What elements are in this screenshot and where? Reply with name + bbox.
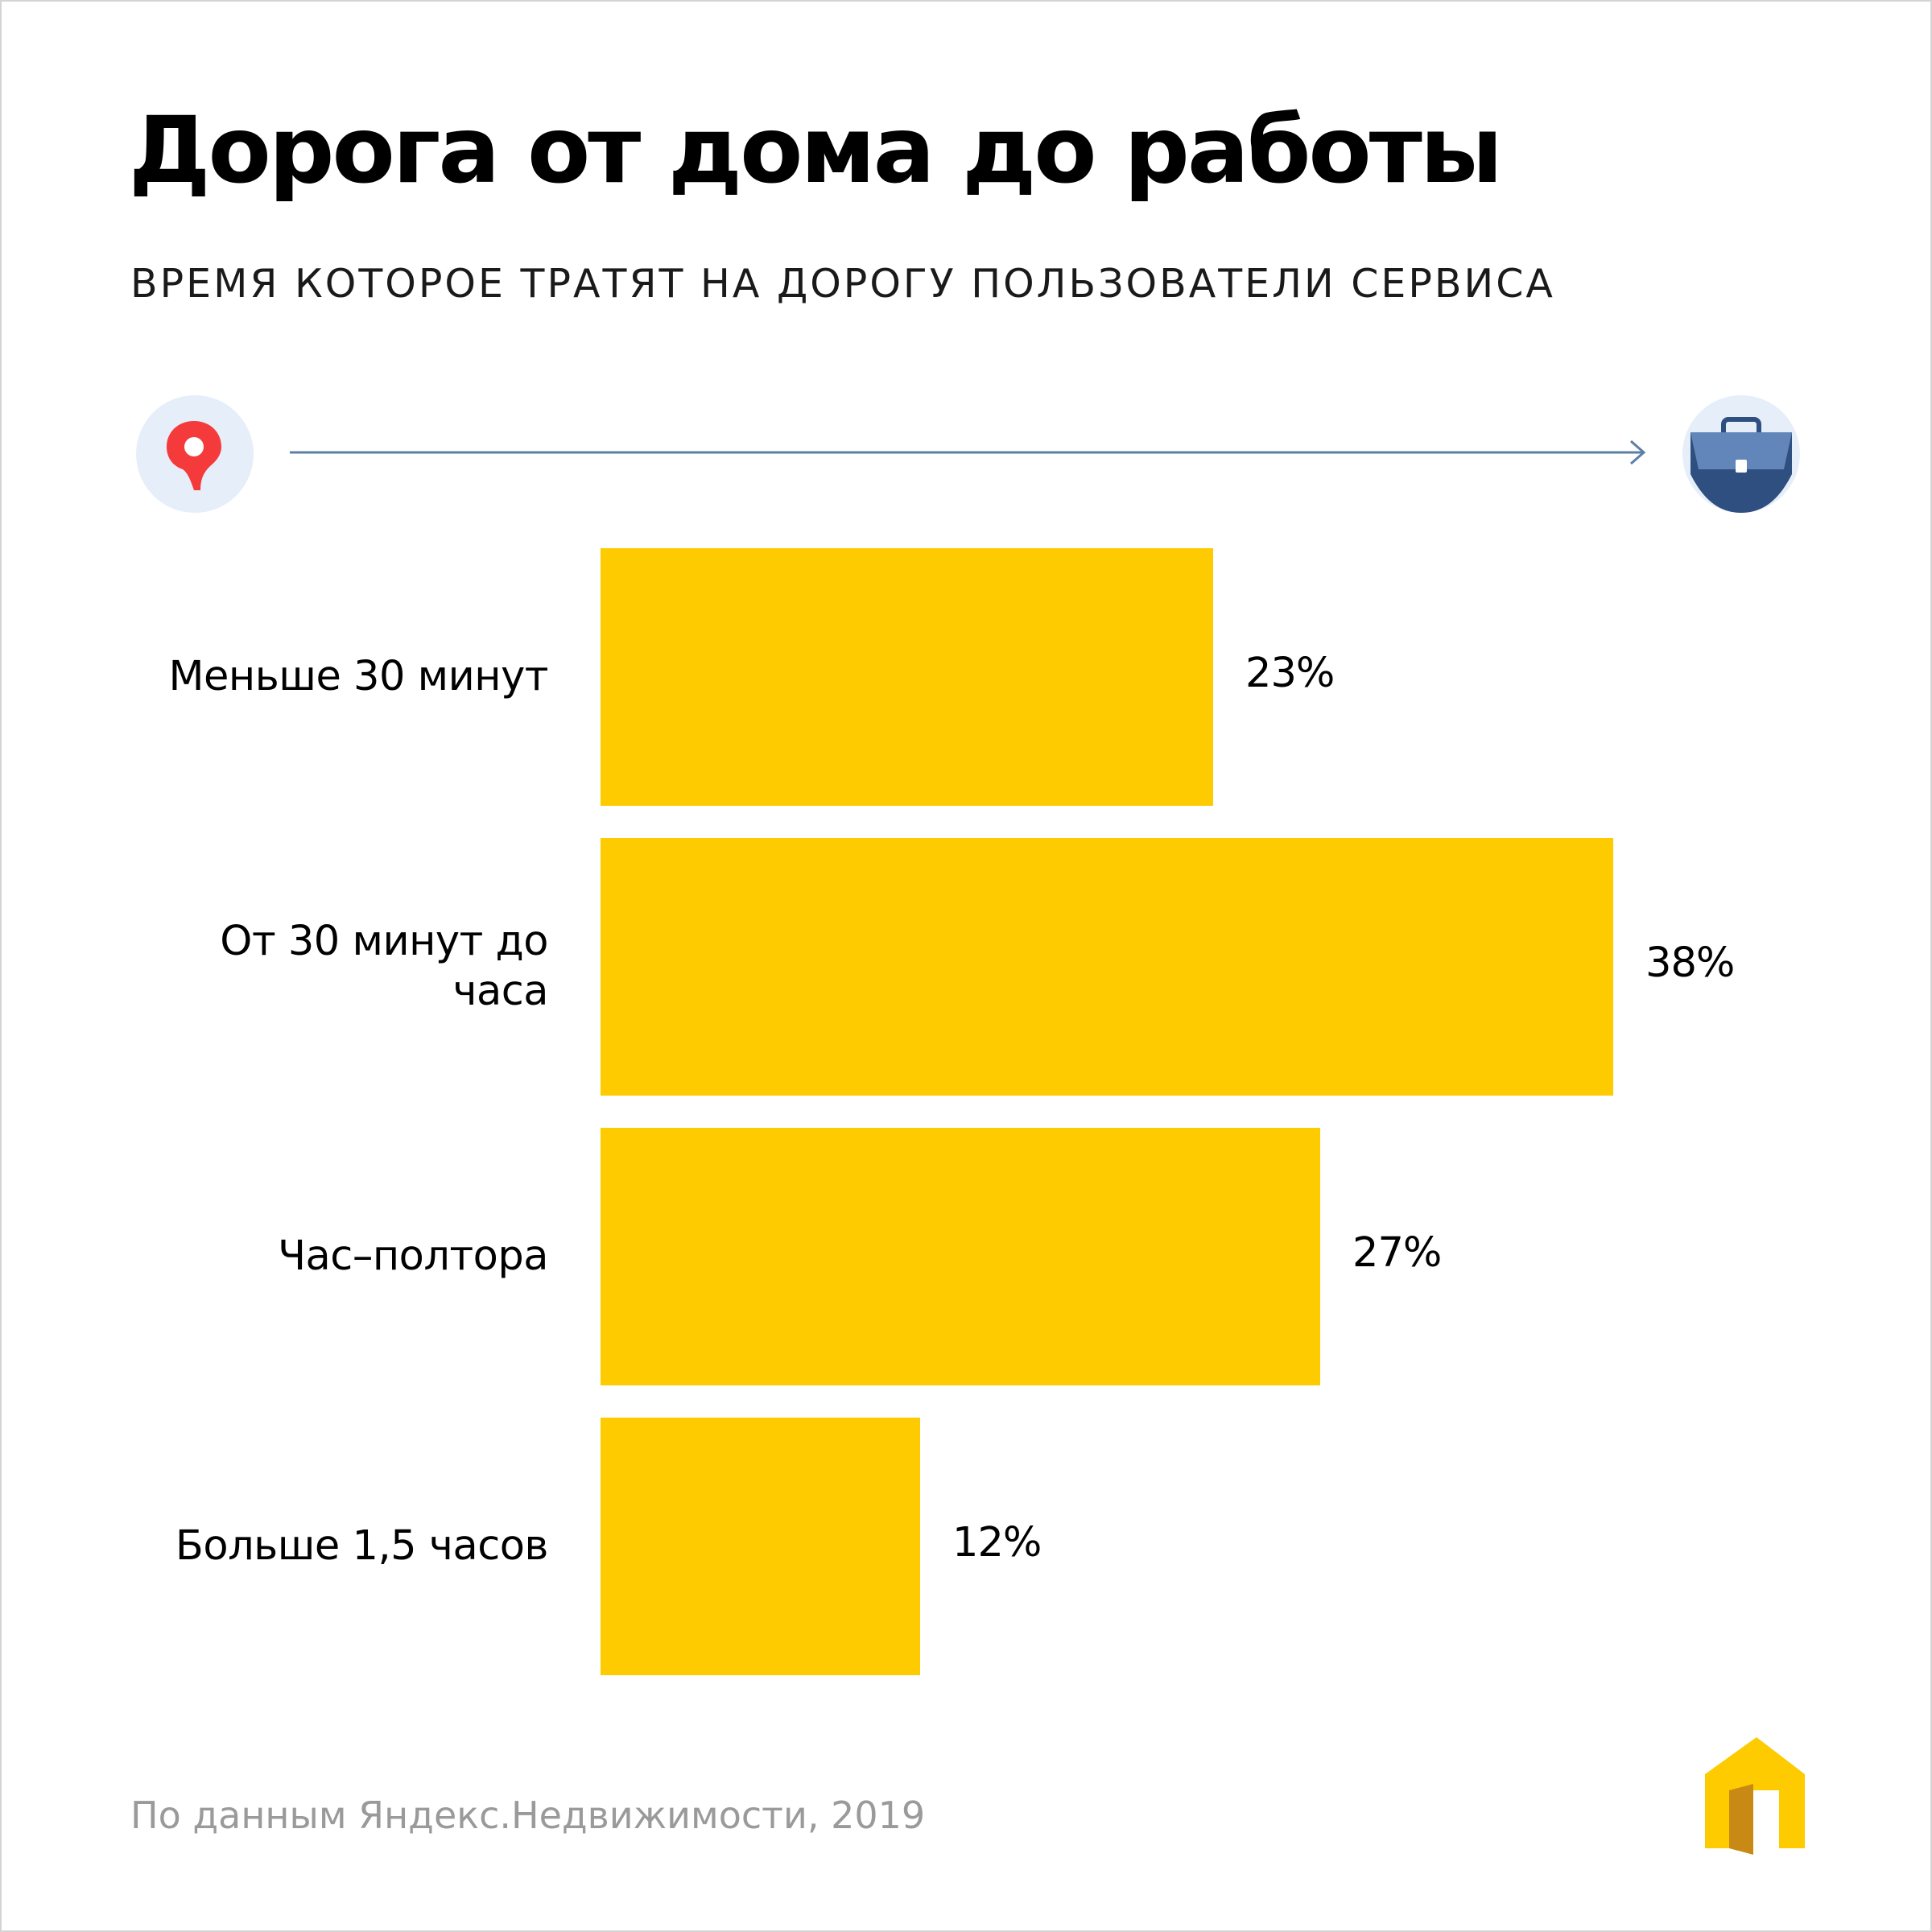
arrow-right-icon: [290, 440, 1646, 465]
category-label-60-to-90-min: Час–полтора: [278, 1232, 548, 1280]
value-label-60-to-90-min: 27%: [1352, 1229, 1442, 1277]
bar-more-90-min: [601, 1418, 920, 1675]
value-label-less-30-min: 23%: [1245, 650, 1335, 697]
page-title: Дорога от дома до работы: [129, 97, 1503, 204]
category-label-less-30-min: Меньше 30 минут: [168, 653, 549, 700]
source-note: По данным Яндекс.Недвижимости, 2019: [130, 1794, 926, 1837]
briefcase-icon: [1682, 395, 1800, 513]
bar-60-to-90-min: [601, 1128, 1320, 1385]
category-label-more-90-min: Больше 1,5 часов: [175, 1522, 549, 1570]
page-subtitle: ВРЕМЯ КОТОРОЕ ТРАТЯТ НА ДОРОГУ ПОЛЬЗОВАТ…: [130, 261, 1555, 307]
yandex-maps-pin-icon: [136, 395, 254, 513]
category-label-30-to-60-min: От 30 минут до часа: [220, 918, 548, 1015]
yandex-realty-logo-icon: [1705, 1737, 1805, 1855]
value-label-more-90-min: 12%: [952, 1519, 1042, 1567]
bar-30-to-60-min: [601, 838, 1613, 1096]
value-label-30-to-60-min: 38%: [1645, 939, 1735, 987]
bar-less-30-min: [601, 548, 1213, 806]
